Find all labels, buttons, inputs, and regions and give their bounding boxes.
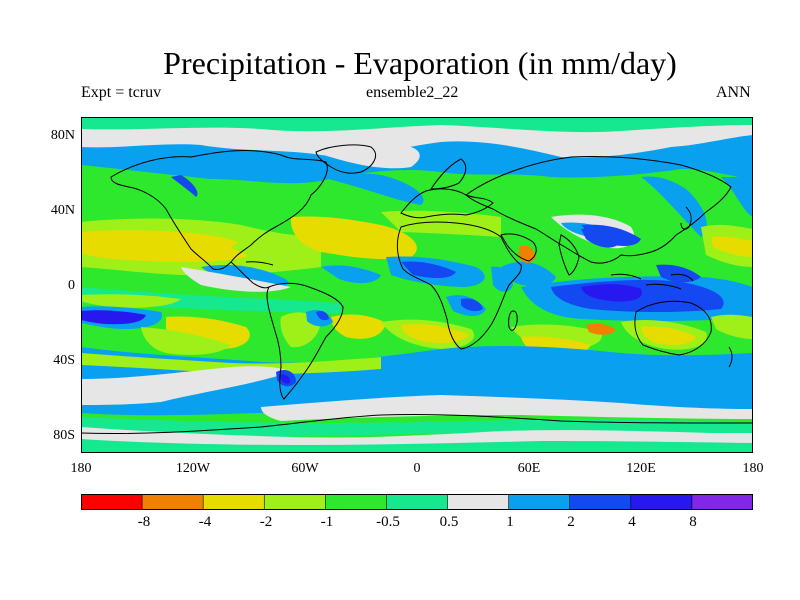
coastline-indonesia <box>610 273 694 290</box>
field-region <box>81 230 248 263</box>
colorbar-label: -4 <box>198 514 212 530</box>
colorbar-swatch <box>447 494 510 510</box>
field-region <box>181 267 291 292</box>
colorbar-swatch <box>691 494 753 510</box>
colorbar-label: 1 <box>506 514 514 530</box>
chart-title: Precipitation - Evaporation (in mm/day) <box>163 45 677 81</box>
coastline-central-america <box>230 261 270 289</box>
colorbar-label: 4 <box>628 514 636 530</box>
colorbar-frame <box>81 494 753 510</box>
coastline-australia <box>634 300 712 356</box>
field-region <box>586 323 616 335</box>
lat-tick-label: 40S <box>53 353 75 368</box>
lon-tick-label: 120W <box>175 461 211 476</box>
field-region <box>401 261 456 279</box>
field-region <box>280 374 291 384</box>
lon-tick-label: 180 <box>742 461 764 476</box>
coastline-asia <box>465 155 732 264</box>
colorbar-swatch <box>508 494 571 510</box>
colorbar-label: 0.5 <box>439 514 459 530</box>
colorbar-swatch <box>569 494 632 510</box>
field-region <box>81 439 753 453</box>
coastline-india <box>558 234 580 276</box>
field-region <box>81 366 291 405</box>
field-region <box>290 216 417 260</box>
coastline-japan <box>680 206 692 230</box>
coastline-antarctica <box>81 413 753 435</box>
colorbar-label: 8 <box>689 514 697 530</box>
coastline-north-america <box>110 150 328 270</box>
field-region <box>301 142 420 169</box>
lon-tick-label: 60E <box>517 461 541 476</box>
lon-tick-label: 120E <box>626 461 656 476</box>
map-frame <box>81 117 753 453</box>
coastline-arabia <box>500 233 537 262</box>
field-region <box>231 235 297 257</box>
colorbar <box>81 494 753 510</box>
colorbar-swatch <box>386 494 449 510</box>
field-region <box>81 294 181 308</box>
coastline-europe <box>400 188 494 219</box>
field-region <box>721 177 753 217</box>
colorbar-swatch <box>203 494 265 510</box>
expt-label: Expt = tcruv <box>81 84 162 101</box>
ensemble-label: ensemble2_22 <box>366 84 459 101</box>
season-label: ANN <box>716 84 751 101</box>
coastlines <box>81 144 753 435</box>
field-region <box>641 326 696 345</box>
lon-tick-label: 60W <box>291 461 319 476</box>
field-region <box>141 327 231 355</box>
field-region <box>461 298 483 312</box>
colorbar-swatch <box>630 494 693 510</box>
field-region <box>321 265 381 284</box>
lon-tick-label: 180 <box>70 461 92 476</box>
colorbar-label: -1 <box>320 514 334 530</box>
coastline-greenland <box>315 144 376 174</box>
field-region <box>501 261 556 287</box>
colorbar-label: 2 <box>567 514 575 530</box>
coastline-africa <box>396 221 522 350</box>
field-region <box>81 310 146 325</box>
lat-tick-label: 40N <box>50 203 75 218</box>
colorbar-swatch <box>325 494 387 510</box>
field-region <box>711 236 753 257</box>
field-region <box>711 314 753 339</box>
colorbar-label: -8 <box>137 514 151 530</box>
coastline-caribbean <box>245 261 274 266</box>
map-plot <box>81 117 753 453</box>
field-region <box>581 224 641 246</box>
field-region <box>201 265 289 288</box>
colorbar-label: -2 <box>259 514 273 530</box>
field-region <box>331 314 386 339</box>
lat-tick-label: 80S <box>53 428 75 443</box>
field-region <box>81 353 381 374</box>
colorbar-swatch <box>264 494 326 510</box>
field-region <box>81 117 753 133</box>
field-region <box>491 266 513 292</box>
colorbar-swatch <box>81 494 143 510</box>
colorbar-swatch <box>142 494 204 510</box>
field-region <box>171 175 198 197</box>
coastline-madagascar <box>508 310 518 331</box>
lon-tick-label: 0 <box>413 461 421 476</box>
lat-tick-label: 80N <box>50 128 75 143</box>
field-region <box>581 284 642 302</box>
field-region <box>316 310 329 321</box>
lat-tick-label: 0 <box>68 278 75 293</box>
coastline-scandinavia <box>430 158 467 190</box>
coastline-new-zealand <box>728 346 733 368</box>
field-region <box>401 324 469 343</box>
coastline-south-america <box>266 282 344 400</box>
field-region <box>321 172 424 205</box>
colorbar-label: -0.5 <box>376 514 400 530</box>
